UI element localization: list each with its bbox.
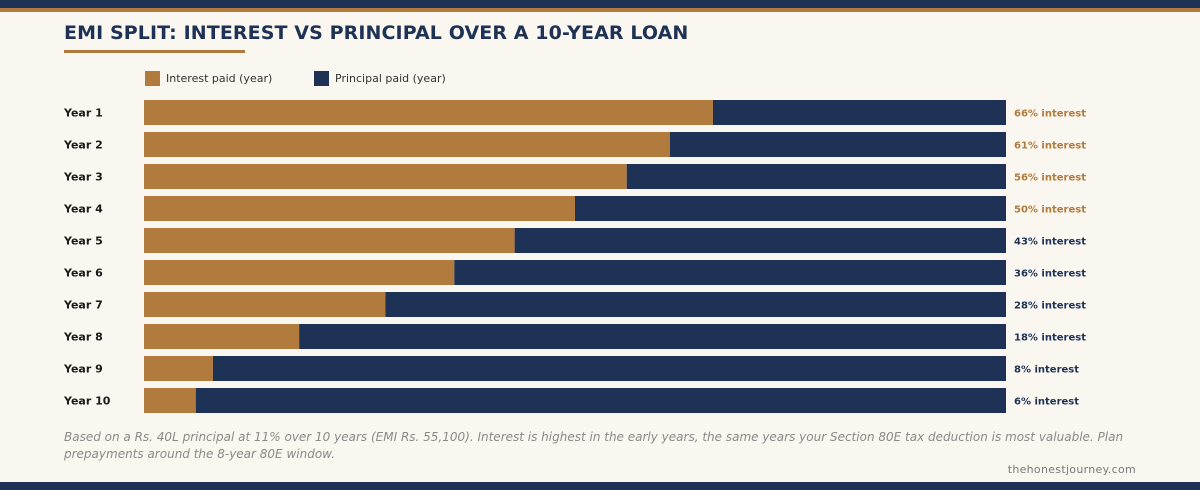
category-label: Year 4 <box>63 203 103 216</box>
principal-bar <box>454 260 1006 285</box>
legend-principal-label: Principal paid (year) <box>335 71 446 85</box>
data-label: 8% interest <box>1014 365 1079 376</box>
legend-principal-swatch <box>314 70 329 86</box>
category-label: Year 10 <box>63 395 111 408</box>
category-label: Year 6 <box>63 267 103 280</box>
principal-bar <box>195 388 1007 413</box>
principal-bar <box>626 164 1006 189</box>
data-label: 50% interest <box>1014 205 1086 216</box>
title-underline <box>64 50 245 53</box>
interest-bar <box>144 132 670 157</box>
interest-bar <box>144 292 386 317</box>
interest-bar <box>144 164 627 189</box>
legend-principal: Principal paid (year) <box>314 70 446 86</box>
principal-bar <box>575 196 1006 221</box>
category-label: Year 5 <box>63 235 103 248</box>
category-label: Year 1 <box>63 107 103 120</box>
legend-interest-label: Interest paid (year) <box>166 71 273 85</box>
interest-bar <box>144 100 713 125</box>
interest-bar <box>144 356 213 381</box>
data-label: 43% interest <box>1014 237 1086 248</box>
interest-bar <box>144 388 196 413</box>
principal-bar <box>385 292 1006 317</box>
bottom-accent-bar <box>0 482 1200 490</box>
data-label: 18% interest <box>1014 333 1086 344</box>
data-label: 6% interest <box>1014 397 1079 408</box>
data-label: 61% interest <box>1014 141 1086 152</box>
principal-bar <box>669 132 1006 157</box>
legend-interest: Interest paid (year) <box>145 70 272 86</box>
site-credit: thehonestjourney.com <box>1007 463 1136 476</box>
interest-bar <box>144 324 300 349</box>
footnote: Based on a Rs. 40L principal at 11% over… <box>64 430 1124 461</box>
principal-bar <box>712 100 1006 125</box>
category-label: Year 7 <box>63 299 103 312</box>
category-label: Year 2 <box>63 139 103 152</box>
chart-title: EMI SPLIT: INTEREST VS PRINCIPAL OVER A … <box>64 22 689 44</box>
data-label: 66% interest <box>1014 109 1086 120</box>
interest-bar <box>144 228 515 253</box>
data-label: 28% interest <box>1014 301 1086 312</box>
principal-bar <box>514 228 1006 253</box>
category-label: Year 3 <box>63 171 103 184</box>
principal-bar <box>212 356 1006 381</box>
top-accent-stripe <box>0 8 1200 12</box>
interest-bar <box>144 196 575 221</box>
top-accent-bar <box>0 0 1200 8</box>
principal-bar <box>299 324 1006 349</box>
category-label: Year 9 <box>63 363 103 376</box>
category-label: Year 8 <box>63 331 103 344</box>
interest-bar <box>144 260 455 285</box>
data-label: 56% interest <box>1014 173 1086 184</box>
data-label: 36% interest <box>1014 269 1086 280</box>
legend-interest-swatch <box>145 70 160 86</box>
